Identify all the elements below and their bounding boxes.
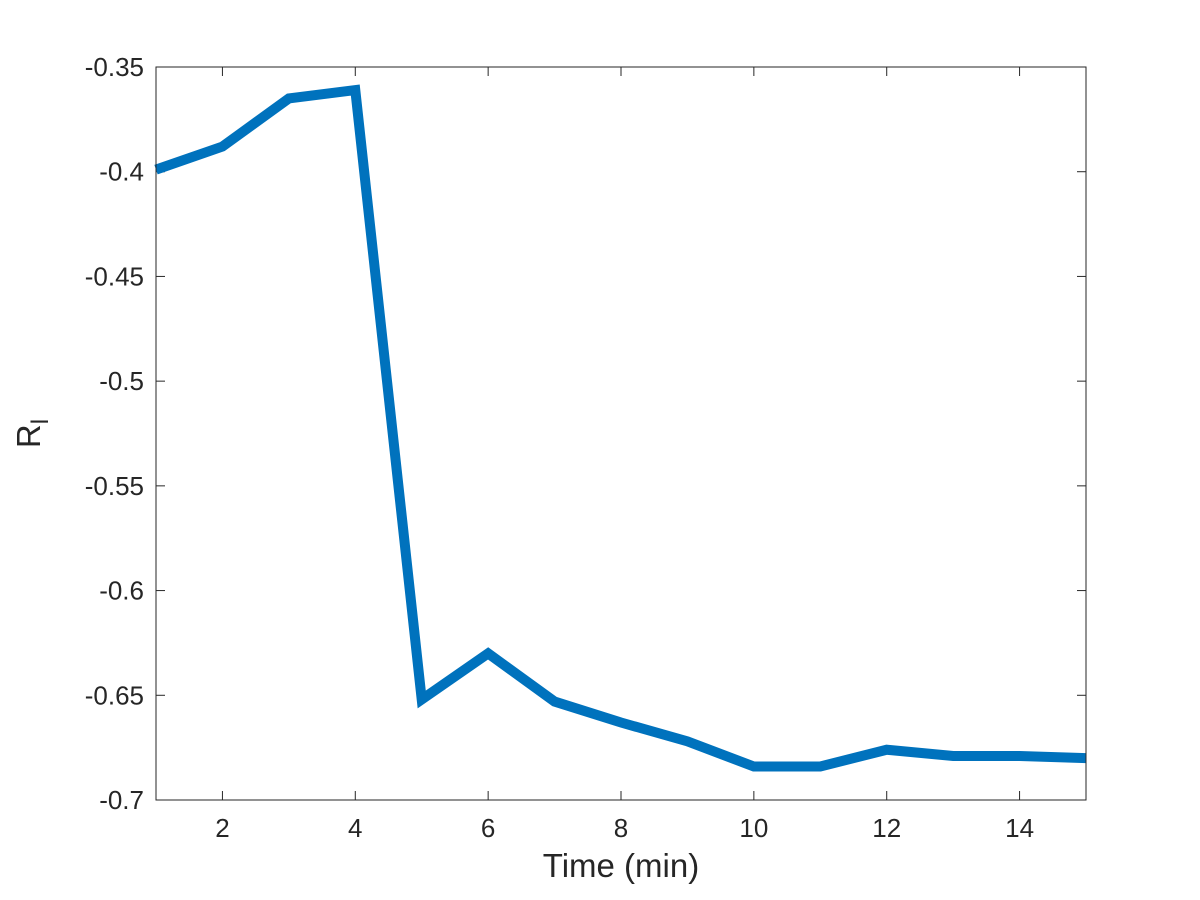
y-tick-label: -0.6: [99, 576, 144, 606]
y-axis-label-main: R: [10, 424, 47, 448]
y-tick-label: -0.45: [85, 261, 144, 291]
series-line: [154, 84, 1087, 772]
y-tick-label: -0.5: [99, 366, 144, 396]
axis-tick-labels: 2 4 6 8 10 12 14 -0.35 -0.4 -0.45 -0.5 -0.55 -0.6 -0.…: [85, 52, 1034, 843]
x-axis-label: Time (min): [543, 847, 699, 884]
x-tick-label: 6: [481, 813, 495, 843]
y-axis-label: Rl: [10, 419, 54, 448]
y-tick-label: -0.55: [85, 471, 144, 501]
plot-area-box: [155, 66, 1087, 801]
plot-series: [154, 84, 1087, 772]
x-tick-label: 4: [348, 813, 362, 843]
y-tick-label: -0.4: [99, 157, 144, 187]
x-tick-label: 10: [739, 813, 768, 843]
y-tick-label: -0.7: [99, 785, 144, 815]
y-tick-label: -0.65: [85, 680, 144, 710]
x-tick-label: 8: [614, 813, 628, 843]
x-tick-label: 14: [1005, 813, 1034, 843]
x-tick-label: 2: [215, 813, 229, 843]
y-tick-label: -0.35: [85, 52, 144, 82]
x-tick-label: 12: [872, 813, 901, 843]
y-axis-label-subscript: l: [27, 419, 54, 424]
